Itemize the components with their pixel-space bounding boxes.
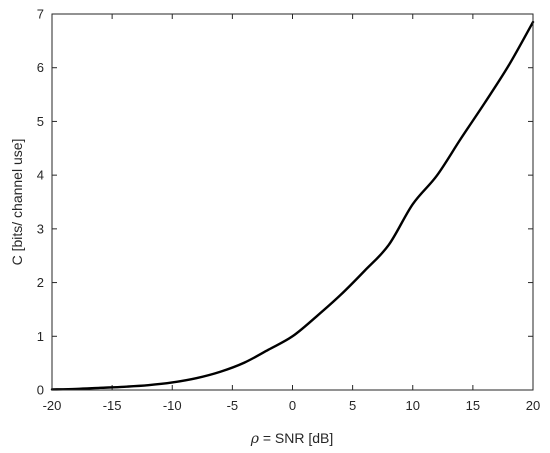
x-axis-label: ρ = SNR [dB] — [250, 430, 334, 447]
y-tick-label: 5 — [37, 114, 44, 129]
x-tick-label: 0 — [289, 398, 296, 413]
y-tick-label: 4 — [37, 168, 44, 183]
y-tick-label: 2 — [37, 275, 44, 290]
y-tick-label: 0 — [37, 383, 44, 398]
x-tick-label: -20 — [43, 398, 62, 413]
x-tick-label: 10 — [406, 398, 420, 413]
series-layer — [50, 20, 535, 391]
y-tick-label: 6 — [37, 60, 44, 75]
x-tick-label: 5 — [349, 398, 356, 413]
y-tick-label: 3 — [37, 221, 44, 236]
x-tick-label: 15 — [466, 398, 480, 413]
x-tick-label: -15 — [103, 398, 122, 413]
x-tick-label: -5 — [227, 398, 239, 413]
y-axis-label: C [bits/ channel use] — [9, 139, 25, 266]
y-tick-label: 7 — [37, 7, 44, 22]
plot-frame — [51, 13, 534, 391]
capacity-curve — [50, 20, 535, 391]
plot-area-background — [52, 14, 533, 390]
y-tick-label: 1 — [37, 329, 44, 344]
tick-labels: -20 -15 -10 -5 0 5 10 15 20 0 1 2 3 4 5 6 7 — [37, 7, 540, 414]
x-tick-label: -10 — [163, 398, 182, 413]
x-tick-label: 20 — [526, 398, 540, 413]
